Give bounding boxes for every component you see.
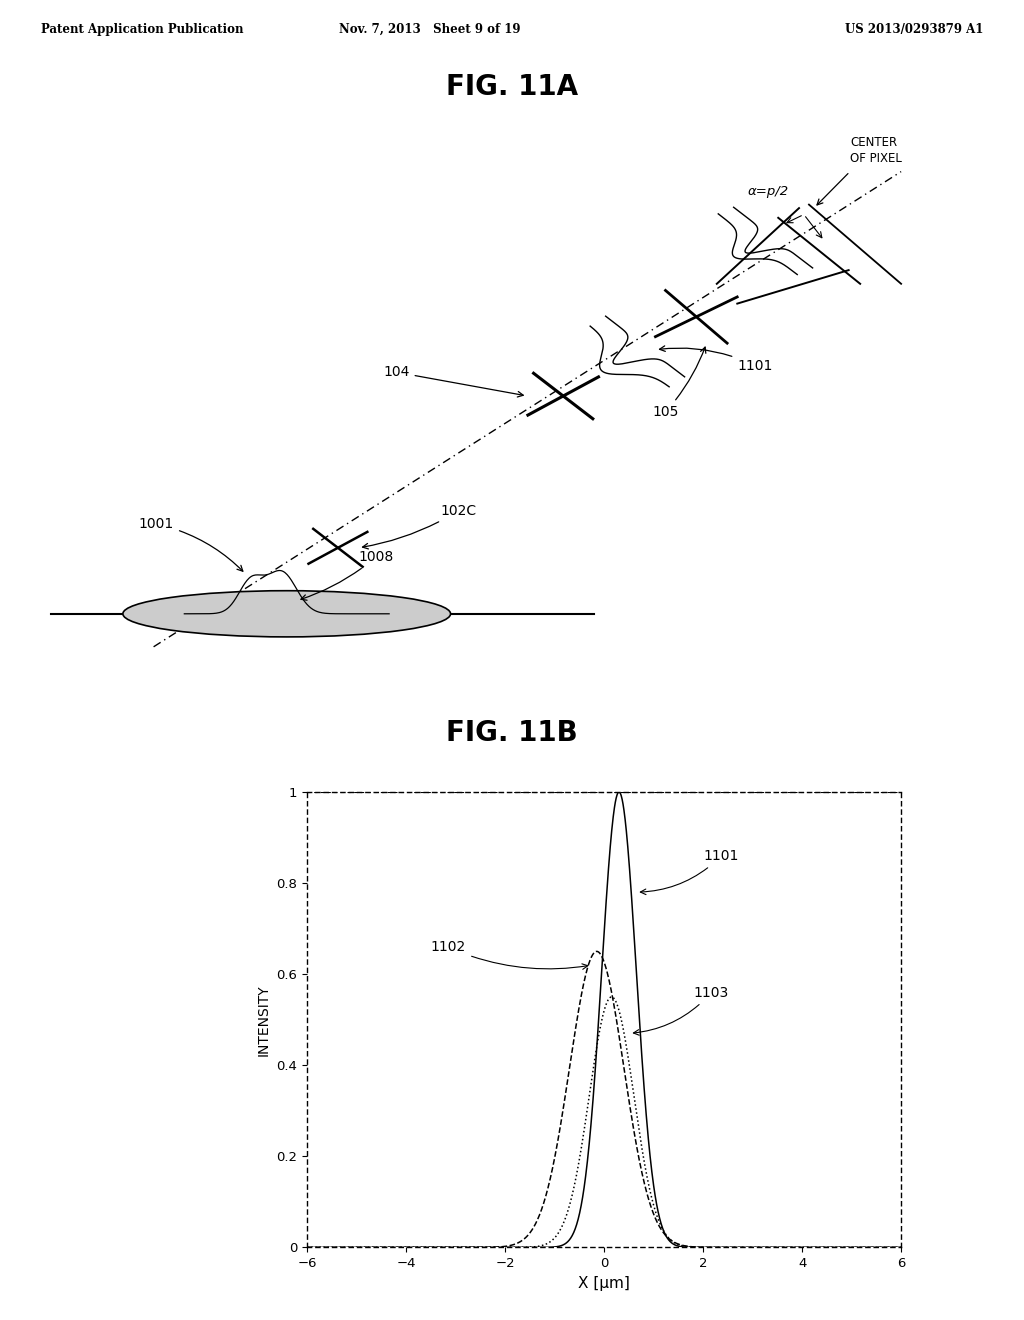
- Text: FIG. 11A: FIG. 11A: [445, 73, 579, 100]
- X-axis label: X [μm]: X [μm]: [579, 1275, 630, 1291]
- Text: 1008: 1008: [301, 550, 393, 601]
- Text: US 2013/0293879 A1: US 2013/0293879 A1: [845, 22, 983, 36]
- Text: 1101: 1101: [659, 346, 773, 372]
- Ellipse shape: [123, 590, 451, 636]
- Text: 1103: 1103: [634, 986, 728, 1035]
- Text: 1102: 1102: [431, 940, 588, 969]
- Text: 1101: 1101: [640, 849, 738, 895]
- Text: FIG. 11B: FIG. 11B: [446, 718, 578, 747]
- Y-axis label: INTENSITY: INTENSITY: [257, 983, 271, 1056]
- Text: α=p/2: α=p/2: [748, 185, 788, 198]
- Text: Nov. 7, 2013   Sheet 9 of 19: Nov. 7, 2013 Sheet 9 of 19: [339, 22, 521, 36]
- Text: 102C: 102C: [362, 504, 476, 549]
- Text: CENTER
OF PIXEL: CENTER OF PIXEL: [850, 136, 902, 165]
- Text: 1001: 1001: [139, 517, 243, 572]
- Text: Patent Application Publication: Patent Application Publication: [41, 22, 244, 36]
- Text: 104: 104: [383, 366, 523, 397]
- Text: 105: 105: [652, 347, 706, 418]
